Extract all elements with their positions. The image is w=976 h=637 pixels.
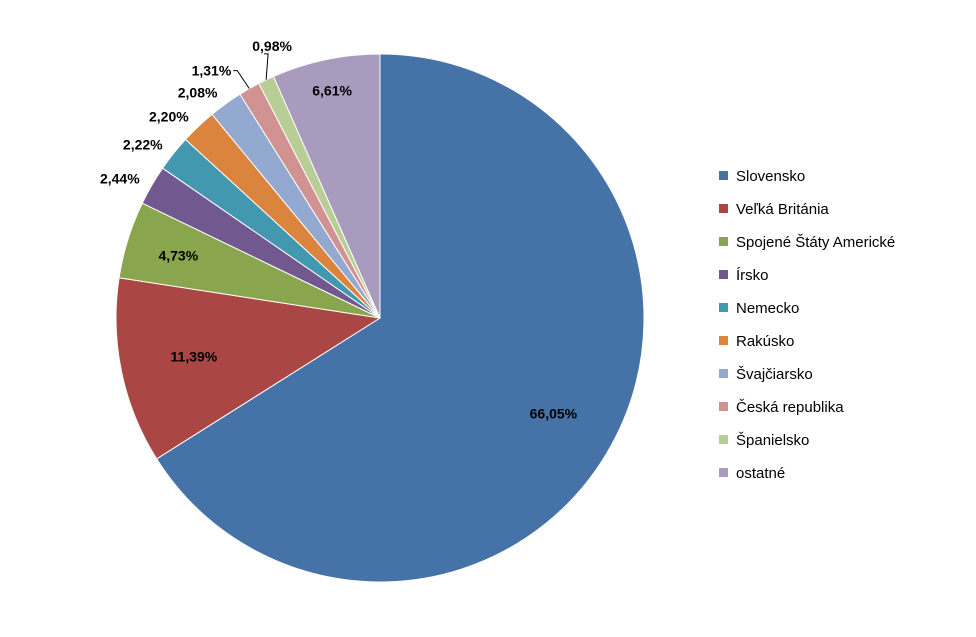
legend-label-ceska-republika: Česká republika bbox=[736, 399, 844, 416]
pie-slice-ostatne bbox=[272, 53, 381, 319]
legend-item-spojene-staty-americke: Spojené Štáty Americké bbox=[719, 234, 895, 251]
legend-item-velka-britania: Veľká Británia bbox=[719, 201, 829, 218]
legend-item-slovensko: Slovensko bbox=[719, 168, 805, 185]
data-label-rakusko: 2,20% bbox=[149, 108, 189, 124]
data-label-spanielsko: 0,98% bbox=[252, 38, 292, 54]
legend-swatch-svajciarsko bbox=[719, 369, 728, 378]
data-label-nemecko: 2,22% bbox=[123, 137, 163, 153]
legend-item-ostatne: ostatné bbox=[719, 465, 785, 482]
legend-swatch-ceska-republika bbox=[719, 402, 728, 411]
legend-swatch-spojene-staty-americke bbox=[719, 237, 728, 246]
leader-line-spanielsko bbox=[264, 53, 269, 80]
legend-swatch-irsko bbox=[719, 270, 728, 279]
data-label-ceska-republika: 1,31% bbox=[192, 63, 232, 79]
legend-label-nemecko: Nemecko bbox=[736, 300, 799, 317]
legend-item-ceska-republika: Česká republika bbox=[719, 399, 844, 416]
legend-label-svajciarsko: Švajčiarsko bbox=[736, 366, 813, 383]
data-label-velka-britania: 11,39% bbox=[171, 349, 218, 365]
data-label-svajciarsko: 2,08% bbox=[178, 84, 218, 100]
legend-item-nemecko: Nemecko bbox=[719, 300, 799, 317]
legend-swatch-slovensko bbox=[719, 171, 728, 180]
legend-label-velka-britania: Veľká Británia bbox=[736, 201, 829, 218]
legend-swatch-spanielsko bbox=[719, 435, 728, 444]
legend-label-rakusko: Rakúsko bbox=[736, 333, 794, 350]
data-label-ostatne: 6,61% bbox=[312, 83, 352, 99]
legend-item-rakusko: Rakúsko bbox=[719, 333, 794, 350]
legend-label-slovensko: Slovensko bbox=[736, 168, 805, 185]
data-label-slovensko: 66,05% bbox=[530, 406, 578, 422]
legend-label-spojene-staty-americke: Spojené Štáty Americké bbox=[736, 234, 895, 251]
data-label-irsko: 2,44% bbox=[100, 170, 140, 186]
legend-label-spanielsko: Španielsko bbox=[736, 432, 809, 449]
leader-line-ceska-republika bbox=[233, 70, 250, 89]
pie-slices bbox=[115, 53, 645, 583]
legend-swatch-velka-britania bbox=[719, 204, 728, 213]
pie-slice-velka-britania bbox=[115, 277, 382, 460]
legend-item-spanielsko: Španielsko bbox=[719, 432, 809, 449]
legend-item-svajciarsko: Švajčiarsko bbox=[719, 366, 813, 383]
legend-label-ostatne: ostatné bbox=[736, 465, 785, 482]
data-label-spojene-staty-americke: 4,73% bbox=[158, 247, 198, 263]
legend-swatch-rakusko bbox=[719, 336, 728, 345]
legend-item-irsko: Írsko bbox=[719, 267, 769, 284]
pie-slice-slovensko bbox=[156, 53, 645, 583]
legend-swatch-nemecko bbox=[719, 303, 728, 312]
legend: Slovensko Veľká Británia Spojené Štáty Ame… bbox=[719, 168, 895, 482]
legend-label-irsko: Írsko bbox=[736, 267, 769, 284]
pie-data-labels: 66,05% 11,39% 4,73% 2,44% 2,22% 2,20% 2,08% 1,3… bbox=[100, 38, 578, 422]
legend-swatch-ostatne bbox=[719, 468, 728, 477]
